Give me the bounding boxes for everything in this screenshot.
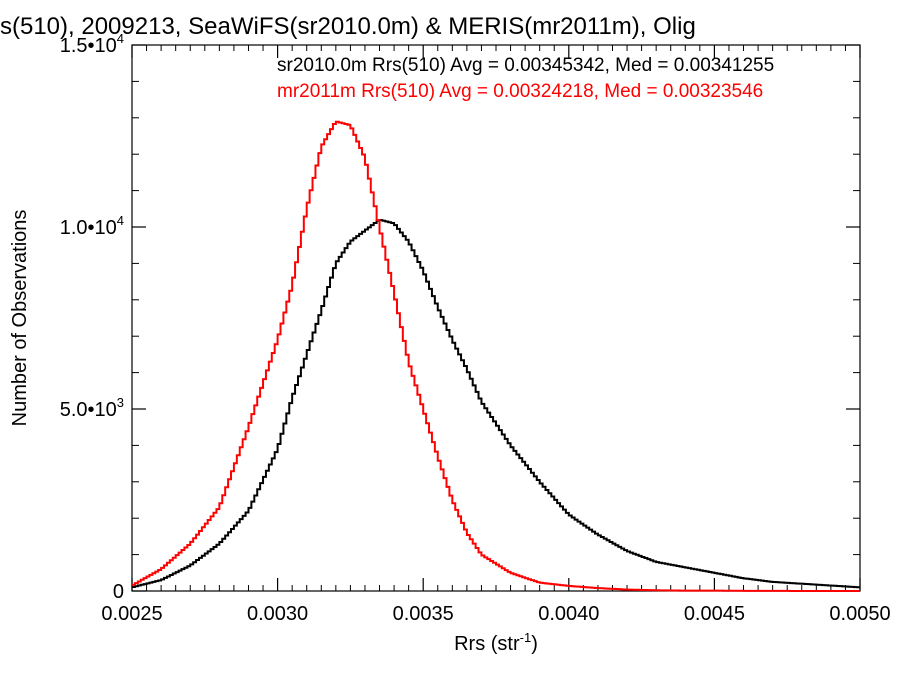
x-tick-label: 0.0045 <box>684 603 745 625</box>
plot-frame <box>131 44 861 592</box>
x-axis-title: Rrs (str-1) <box>454 630 538 655</box>
x-tick-label: 0.0035 <box>393 603 454 625</box>
x-axis-title-superscript: -1 <box>520 630 532 645</box>
x-axis-title-main: Rrs (str <box>454 633 520 655</box>
y-tick-label-exponent: 4 <box>117 213 124 228</box>
y-tick-label: 0 <box>113 581 124 603</box>
y-tick-label-exponent: 4 <box>117 31 124 46</box>
legend-entry-mr2011: mr2011m Rrs(510) Avg = 0.00324218, Med =… <box>277 81 763 102</box>
series-line-mr2011m <box>132 120 860 592</box>
y-tick-label-base: 5.0•10 <box>60 399 117 421</box>
y-tick-label-exponent: 3 <box>117 395 124 410</box>
x-tick-label: 0.0025 <box>101 603 162 625</box>
y-tick-label-base: 1.0•10 <box>60 217 117 239</box>
y-tick-label: 5.0•103 <box>60 395 124 421</box>
x-tick-label: 0.0030 <box>247 603 308 625</box>
y-tick-label: 1.0•104 <box>60 213 124 239</box>
x-axis-title-suffix: ) <box>531 633 538 655</box>
series-line-sr2010.0m <box>132 219 860 589</box>
chart-title: rs(510), 2009213, SeaWiFS(sr2010.0m) & M… <box>0 13 696 40</box>
y-axis-title: Number of Observations <box>9 210 31 427</box>
x-tick-labels: 0.0025 0.0030 0.0035 0.0040 0.0045 0.0050 <box>101 603 890 625</box>
x-tick-label: 0.0040 <box>538 603 599 625</box>
y-tick-label-base: 1.5•10 <box>60 35 117 57</box>
x-tick-label: 0.0050 <box>829 603 890 625</box>
axis-ticks <box>131 44 861 592</box>
series-layer <box>132 120 860 592</box>
y-tick-label: 1.5•104 <box>60 31 124 57</box>
legend-entry-sr2010: sr2010.0m Rrs(510) Avg = 0.00345342, Med… <box>277 55 774 76</box>
y-tick-label-base: 0 <box>113 581 124 603</box>
